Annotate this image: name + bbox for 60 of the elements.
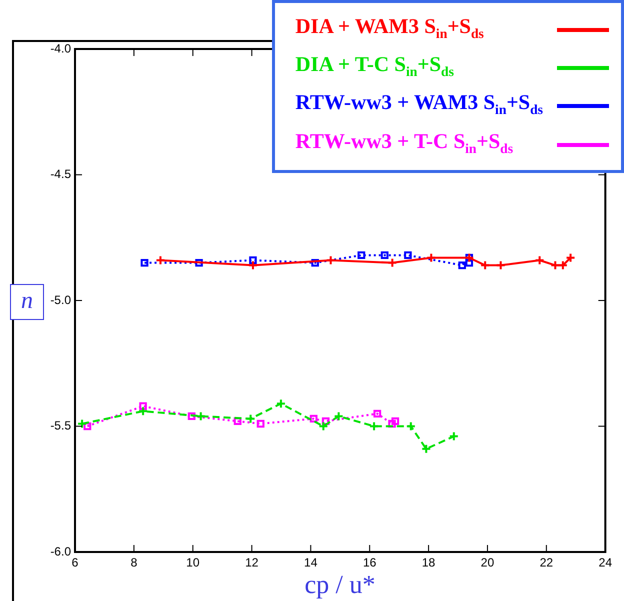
point bbox=[550, 260, 560, 270]
x-tick-label: 24 bbox=[598, 556, 612, 570]
point bbox=[326, 255, 336, 266]
point bbox=[426, 252, 436, 263]
x-tick-label: 10 bbox=[186, 556, 200, 570]
legend-label: RTW-ww3 + T-C S$_{in}$+S$_{ds}$ bbox=[295, 128, 514, 158]
y-tick-label: -4.0 bbox=[50, 41, 72, 56]
point bbox=[322, 417, 330, 426]
point bbox=[256, 420, 264, 428]
point bbox=[380, 251, 388, 260]
point bbox=[421, 444, 432, 454]
point bbox=[276, 398, 286, 409]
text: DIA + T-C S$_{in}$+S$_{ds}$ bbox=[295, 51, 454, 82]
point bbox=[188, 412, 196, 420]
point bbox=[358, 251, 366, 260]
point bbox=[369, 421, 380, 432]
point bbox=[334, 411, 344, 422]
point bbox=[458, 261, 466, 270]
x-tick-label: 22 bbox=[540, 556, 554, 570]
point bbox=[388, 420, 396, 428]
point bbox=[480, 260, 490, 270]
x-tick-label: 18 bbox=[422, 556, 436, 570]
x-tick-label: 8 bbox=[130, 556, 138, 570]
point bbox=[195, 258, 203, 267]
x-tick-label: 6 bbox=[72, 556, 79, 570]
point bbox=[249, 256, 257, 264]
point bbox=[404, 251, 412, 260]
point bbox=[448, 431, 459, 442]
text: DIA + WAM3 S$_{in}$+S$_{ds}$ bbox=[295, 13, 484, 44]
y-tick-label: -5.0 bbox=[50, 292, 72, 307]
point bbox=[311, 258, 319, 267]
point bbox=[140, 258, 148, 267]
point bbox=[496, 260, 506, 270]
y-tick-label: -5.5 bbox=[50, 418, 72, 433]
point bbox=[138, 406, 148, 416]
point bbox=[246, 414, 256, 424]
point bbox=[318, 421, 328, 432]
legend-label: RTW-ww3 + WAM3 S$_{in}$+S$_{ds}$ bbox=[295, 89, 543, 120]
point bbox=[234, 417, 242, 426]
x-tick-label: 14 bbox=[304, 556, 318, 570]
point bbox=[406, 421, 416, 432]
point bbox=[558, 260, 568, 270]
point bbox=[373, 410, 382, 418]
x-tick-label: 20 bbox=[480, 556, 494, 570]
point bbox=[77, 418, 88, 429]
y-tick-label: -6.0 bbox=[50, 544, 72, 558]
y-tick-label: -4.5 bbox=[50, 167, 72, 182]
point bbox=[248, 260, 258, 270]
point bbox=[139, 402, 147, 410]
point bbox=[534, 255, 545, 266]
point bbox=[310, 414, 318, 423]
point bbox=[196, 411, 206, 422]
point bbox=[387, 258, 398, 268]
x-tick-label: 12 bbox=[245, 556, 259, 570]
x-axis-title: cp / u* bbox=[265, 570, 415, 600]
point bbox=[465, 258, 474, 267]
point bbox=[391, 417, 400, 426]
y-axis-title: n bbox=[10, 284, 44, 320]
x-tick-label: 16 bbox=[362, 556, 377, 570]
point bbox=[84, 422, 92, 430]
